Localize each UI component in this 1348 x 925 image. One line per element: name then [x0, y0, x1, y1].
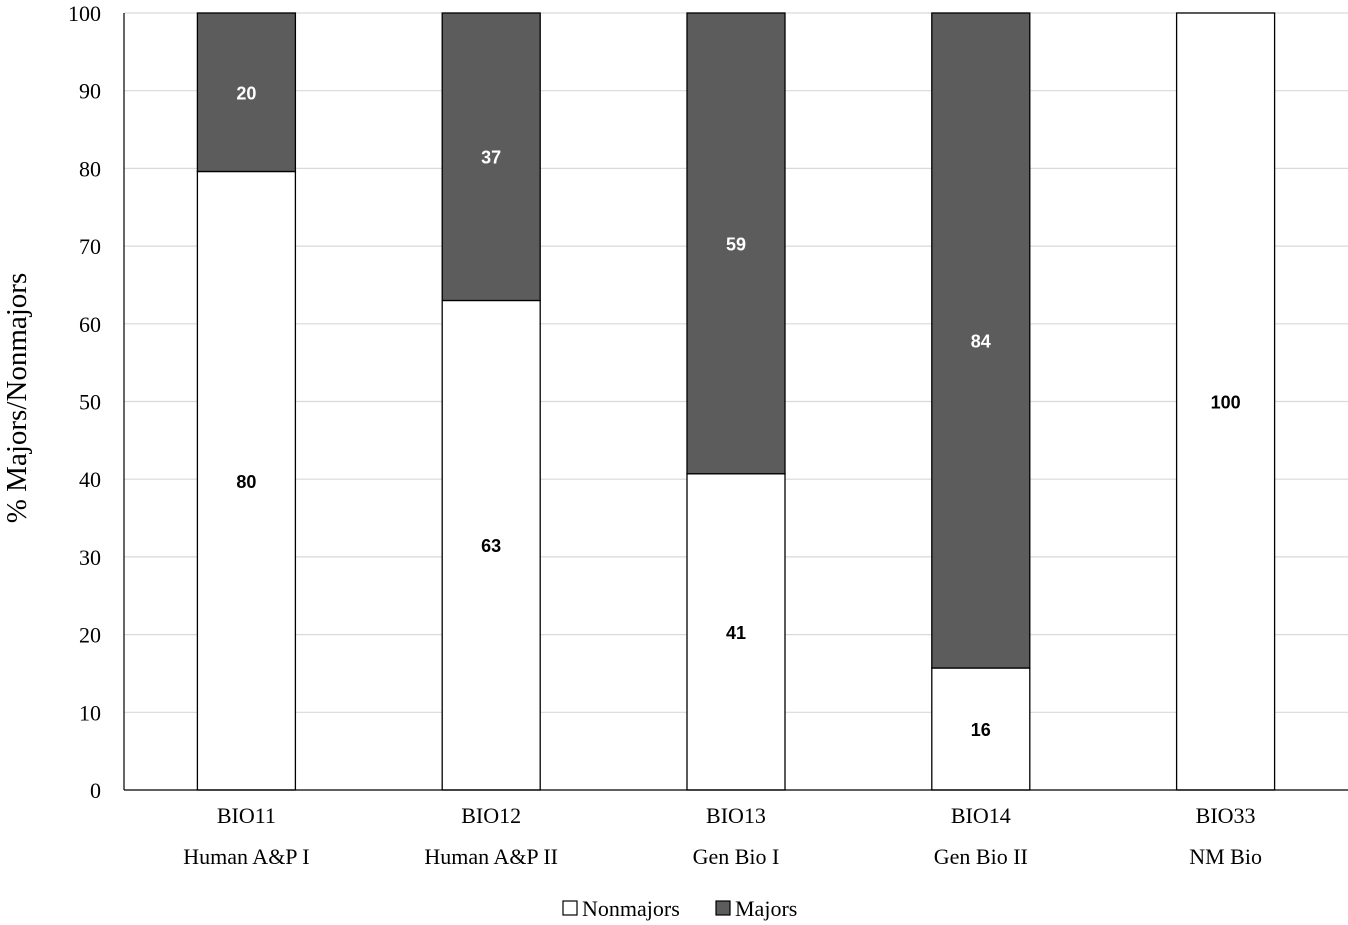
x-tick-label-name: Human A&P II — [424, 844, 558, 869]
bar-majors-bio14 — [931, 12, 1031, 669]
bars: 80 20 63 37 41 59 16 84 100 — [196, 12, 1276, 791]
data-label: 63 — [481, 536, 501, 556]
bar-nonmajors-bio14 — [931, 667, 1031, 791]
x-tick-label-code: BIO33 — [1196, 803, 1256, 828]
y-tick-label: 30 — [79, 545, 101, 570]
legend-swatch-nonmajors — [562, 900, 578, 916]
data-label: 100 — [1211, 393, 1241, 413]
y-tick-label: 100 — [68, 1, 101, 26]
data-label: 20 — [236, 83, 256, 103]
y-tick-label: 70 — [79, 234, 101, 259]
y-tick-label: 90 — [79, 79, 101, 104]
data-label: 41 — [726, 623, 746, 643]
legend: Nonmajors Majors — [562, 896, 797, 921]
data-label: 37 — [481, 148, 501, 168]
y-tick-label: 40 — [79, 467, 101, 492]
legend-swatch-majors — [715, 900, 731, 916]
x-tick-label-name: Gen Bio I — [693, 844, 780, 869]
bar-majors-bio12 — [441, 12, 541, 302]
y-tick-label: 0 — [90, 778, 101, 803]
data-label: 80 — [236, 472, 256, 492]
y-tick-label: 80 — [79, 156, 101, 181]
x-tick-label-name: NM Bio — [1189, 844, 1262, 869]
legend-label-majors: Majors — [735, 896, 797, 921]
x-tick-label-code: BIO11 — [217, 803, 276, 828]
bar-nonmajors-bio12 — [441, 299, 541, 791]
y-axis-title: % Majors/Nonmajors — [1, 273, 33, 524]
y-tick-label: 20 — [79, 623, 101, 648]
y-axis: 0 10 20 30 40 50 60 70 80 90 100 — [68, 1, 125, 803]
bar-nonmajors-bio11 — [196, 170, 297, 791]
data-label: 84 — [971, 332, 991, 352]
data-label: 59 — [726, 234, 746, 254]
x-tick-label-name: Gen Bio II — [934, 844, 1028, 869]
x-tick-label-code: BIO14 — [951, 803, 1011, 828]
data-label: 16 — [971, 720, 991, 740]
bar-nonmajors-bio33 — [1175, 12, 1276, 791]
x-tick-label-code: BIO13 — [706, 803, 766, 828]
legend-label-nonmajors: Nonmajors — [582, 896, 680, 921]
x-tick-label-code: BIO12 — [461, 803, 521, 828]
y-tick-label: 10 — [79, 700, 101, 725]
y-tick-label: 60 — [79, 312, 101, 337]
bar-majors-bio13 — [686, 12, 786, 475]
bar-majors-bio11 — [196, 12, 297, 173]
x-axis: BIO11 Human A&P I BIO12 Human A&P II BIO13 Ge… — [124, 789, 1348, 869]
y-tick-label: 50 — [79, 390, 101, 415]
x-tick-label-name: Human A&P I — [183, 844, 309, 869]
